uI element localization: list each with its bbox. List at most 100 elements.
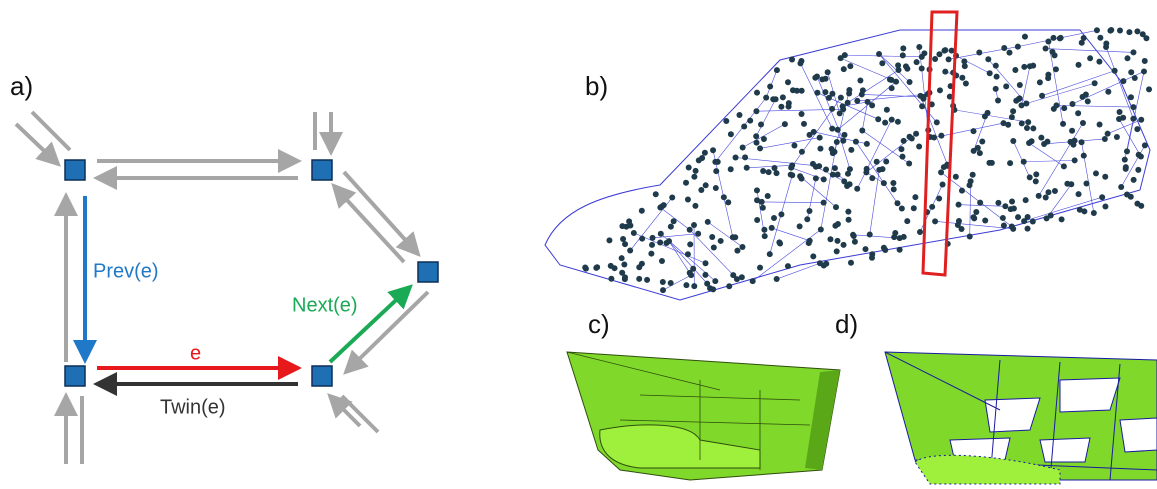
mesh-node [864,141,870,147]
mesh-node [799,149,805,155]
mesh-node [889,85,895,91]
mesh-node [900,52,906,58]
mesh-node [903,63,909,69]
mesh-node [648,251,654,257]
mesh-node [659,258,665,264]
mesh-node [876,167,882,173]
mesh-node [774,170,780,176]
mesh-node [1087,55,1093,61]
mesh-node [692,203,698,209]
mesh-node [710,286,716,292]
mesh-node [718,238,724,244]
mesh-node [761,227,767,233]
mesh-node [767,251,773,257]
mesh-node [744,165,750,171]
mesh-edge [736,157,820,166]
mesh-node [649,242,655,248]
mesh-node [762,233,768,239]
mesh-node [721,194,727,200]
mesh-node [989,160,995,166]
mesh-node [835,221,841,227]
mesh-node [1080,120,1086,126]
mesh-node [956,202,962,208]
mesh-node [840,138,846,144]
mesh-node [987,70,993,76]
mesh-node [1007,160,1013,166]
mesh-node [734,248,740,254]
mesh-node [636,264,642,270]
mesh-node [769,225,775,231]
mesh-node [894,200,900,206]
mesh-node [833,204,839,210]
mesh-node [733,154,739,160]
mesh-node [789,162,795,168]
mesh-node [963,81,969,87]
mesh-node [773,96,779,102]
mesh-node [816,163,822,169]
mesh-node [1057,35,1063,41]
mesh-node [1009,114,1015,120]
mesh-node [1102,203,1108,209]
mesh-node [1043,194,1049,200]
mesh-node [1053,102,1059,108]
mesh-edge [747,165,792,167]
mesh-edge [1029,143,1064,166]
mesh-node [619,255,625,261]
mesh-node [791,143,797,149]
mesh-node [847,166,853,172]
mesh-node [1076,62,1082,68]
mesh-node [854,186,860,192]
mesh-node [785,79,791,85]
mesh-node [834,248,840,254]
mesh-node [1117,109,1123,115]
mesh-node [937,87,943,93]
mesh-node [1079,139,1085,145]
mesh-node [995,97,1001,103]
mesh-node [946,56,952,62]
mesh-node [626,218,632,224]
mesh-node [932,218,938,224]
mesh-node [916,144,922,150]
mesh-node [1025,226,1031,232]
mesh-node [825,69,831,75]
mesh-edge [970,181,971,236]
mesh-node [1050,35,1056,41]
mesh-node [985,56,991,62]
mesh-node [834,139,840,145]
mesh-node [826,95,832,101]
mesh-node [1008,206,1014,212]
mesh-node [899,205,905,211]
mesh-node [931,135,937,141]
mesh-node [747,118,753,124]
mesh-node [1015,44,1021,50]
mesh-node [821,200,827,206]
mesh-node [794,88,800,94]
mesh-node [907,79,913,85]
mesh-node [582,264,588,270]
mesh-node [1006,50,1012,56]
mesh-node [709,234,715,240]
mesh-node [789,56,795,62]
mesh-node [904,218,910,224]
mesh-node [1044,215,1050,221]
mesh-node [841,242,847,248]
mesh-node [1099,194,1105,200]
mesh-node [1023,101,1029,107]
mesh-node [810,253,816,259]
mesh-node [778,104,784,110]
mesh-node [1097,121,1103,127]
mesh-node [774,67,780,73]
mesh-node [821,176,827,182]
mesh-node [817,135,823,141]
mesh-node [835,172,841,178]
mesh-node [767,84,773,90]
mesh-node [953,174,959,180]
mesh-node [741,124,747,130]
mesh-node [1102,174,1108,180]
mesh-node [653,191,659,197]
mesh-node [860,87,866,93]
mesh-node [982,218,988,224]
mesh-node [1130,104,1136,110]
mesh-node [901,138,907,144]
mesh-node [712,159,718,165]
